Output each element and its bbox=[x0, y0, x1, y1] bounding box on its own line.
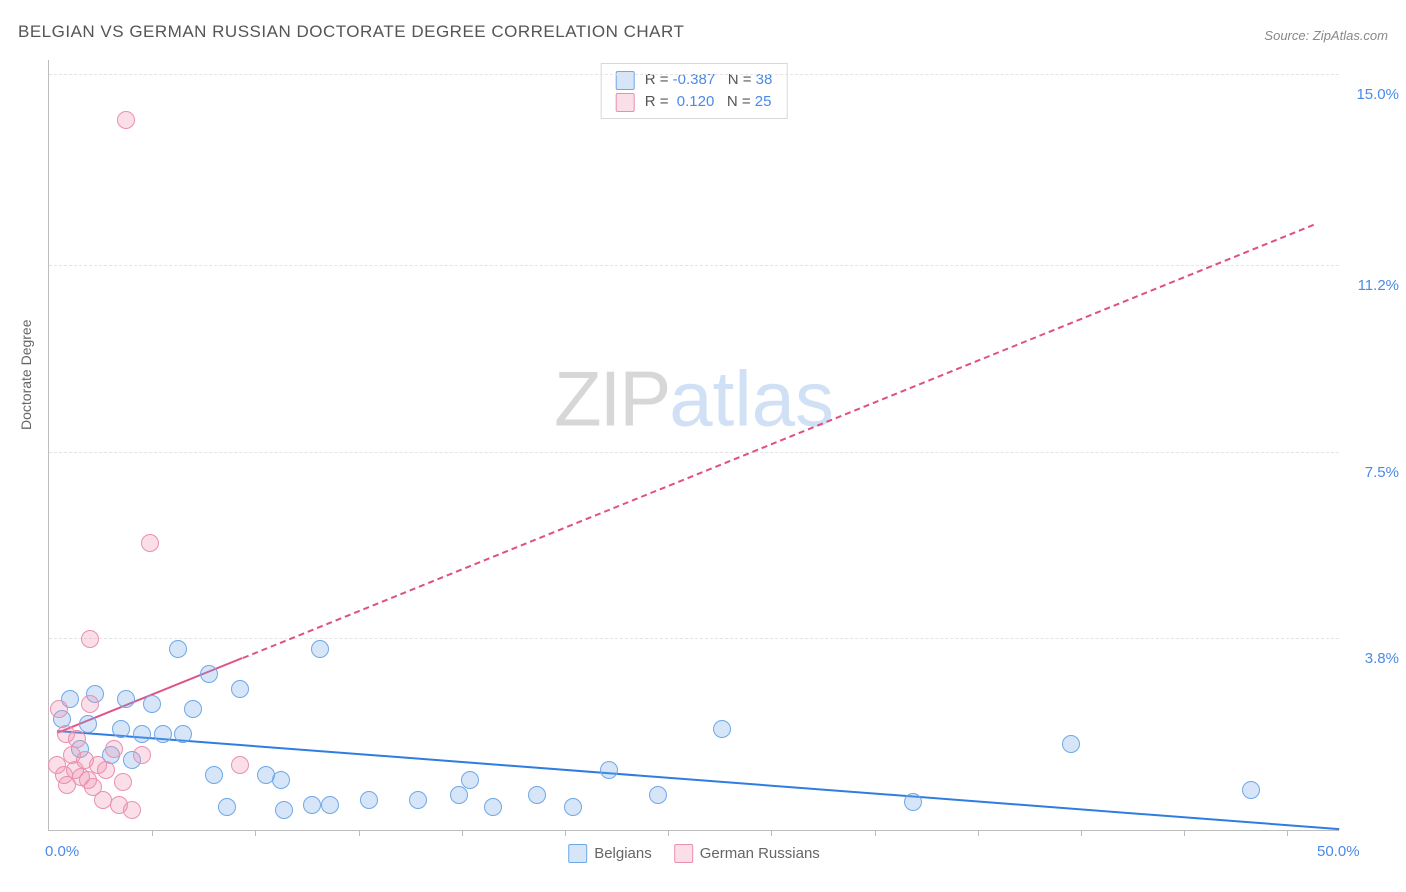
source-label: Source: bbox=[1264, 28, 1309, 43]
legend-item: German Russians bbox=[674, 844, 820, 863]
data-point bbox=[564, 798, 582, 816]
data-point bbox=[133, 746, 151, 764]
data-point bbox=[200, 665, 218, 683]
gridline bbox=[49, 74, 1339, 75]
correlation-legend: R = -0.387 N = 38R = 0.120 N = 25 bbox=[601, 63, 788, 119]
data-point bbox=[321, 796, 339, 814]
data-point bbox=[1062, 735, 1080, 753]
data-point bbox=[117, 690, 135, 708]
watermark-logo: ZIPatlas bbox=[554, 353, 834, 444]
data-point bbox=[97, 761, 115, 779]
legend-label: German Russians bbox=[700, 845, 820, 862]
data-point bbox=[450, 786, 468, 804]
data-point bbox=[461, 771, 479, 789]
x-tick bbox=[1184, 830, 1185, 836]
data-point bbox=[143, 695, 161, 713]
data-point bbox=[114, 773, 132, 791]
x-tick bbox=[1081, 830, 1082, 836]
data-point bbox=[218, 798, 236, 816]
data-point bbox=[133, 725, 151, 743]
legend-row: R = 0.120 N = 25 bbox=[616, 91, 773, 113]
series-legend: Belgians German Russians bbox=[568, 844, 820, 863]
data-point bbox=[154, 725, 172, 743]
x-tick-label: 0.0% bbox=[45, 843, 79, 860]
source-attribution: Source: ZipAtlas.com bbox=[1264, 28, 1388, 43]
x-tick bbox=[359, 830, 360, 836]
legend-swatch bbox=[568, 844, 587, 863]
data-point bbox=[169, 640, 187, 658]
data-point bbox=[311, 640, 329, 658]
data-point bbox=[409, 791, 427, 809]
data-point bbox=[50, 700, 68, 718]
data-point bbox=[184, 700, 202, 718]
data-point bbox=[205, 766, 223, 784]
y-axis-title: Doctorate Degree bbox=[18, 319, 34, 430]
data-point bbox=[528, 786, 546, 804]
data-point bbox=[484, 798, 502, 816]
chart-title: BELGIAN VS GERMAN RUSSIAN DOCTORATE DEGR… bbox=[18, 22, 684, 42]
x-tick bbox=[255, 830, 256, 836]
source-value: ZipAtlas.com bbox=[1313, 28, 1388, 43]
x-tick bbox=[978, 830, 979, 836]
data-point bbox=[360, 791, 378, 809]
x-tick bbox=[875, 830, 876, 836]
watermark-zip: ZIP bbox=[554, 354, 669, 442]
x-tick bbox=[462, 830, 463, 836]
gridline bbox=[49, 452, 1339, 453]
data-point bbox=[231, 756, 249, 774]
data-point bbox=[1242, 781, 1260, 799]
legend-swatch bbox=[616, 93, 635, 112]
data-point bbox=[81, 630, 99, 648]
data-point bbox=[600, 761, 618, 779]
data-point bbox=[141, 534, 159, 552]
y-tick-label: 7.5% bbox=[1344, 464, 1399, 481]
trendline-dashed bbox=[242, 224, 1313, 659]
trendline-solid bbox=[57, 730, 1339, 830]
y-tick-label: 11.2% bbox=[1344, 277, 1399, 294]
legend-swatch bbox=[674, 844, 693, 863]
x-tick bbox=[668, 830, 669, 836]
legend-item: Belgians bbox=[568, 844, 652, 863]
data-point bbox=[123, 801, 141, 819]
data-point bbox=[105, 740, 123, 758]
data-point bbox=[303, 796, 321, 814]
data-point bbox=[275, 801, 293, 819]
data-point bbox=[117, 111, 135, 129]
x-tick bbox=[1287, 830, 1288, 836]
x-tick bbox=[771, 830, 772, 836]
gridline bbox=[49, 265, 1339, 266]
data-point bbox=[272, 771, 290, 789]
x-tick bbox=[152, 830, 153, 836]
data-point bbox=[649, 786, 667, 804]
data-point bbox=[68, 730, 86, 748]
y-tick-label: 15.0% bbox=[1344, 86, 1399, 103]
gridline bbox=[49, 638, 1339, 639]
data-point bbox=[81, 695, 99, 713]
data-point bbox=[112, 720, 130, 738]
scatter-plot-area: ZIPatlas R = -0.387 N = 38R = 0.120 N = … bbox=[48, 60, 1339, 831]
legend-stats: R = -0.387 N = 38 bbox=[645, 69, 773, 91]
legend-label: Belgians bbox=[594, 845, 652, 862]
legend-row: R = -0.387 N = 38 bbox=[616, 69, 773, 91]
data-point bbox=[904, 793, 922, 811]
data-point bbox=[713, 720, 731, 738]
y-tick-label: 3.8% bbox=[1344, 650, 1399, 667]
data-point bbox=[231, 680, 249, 698]
x-tick bbox=[565, 830, 566, 836]
x-tick-label: 50.0% bbox=[1317, 843, 1360, 860]
data-point bbox=[174, 725, 192, 743]
legend-stats: R = 0.120 N = 25 bbox=[645, 91, 772, 113]
